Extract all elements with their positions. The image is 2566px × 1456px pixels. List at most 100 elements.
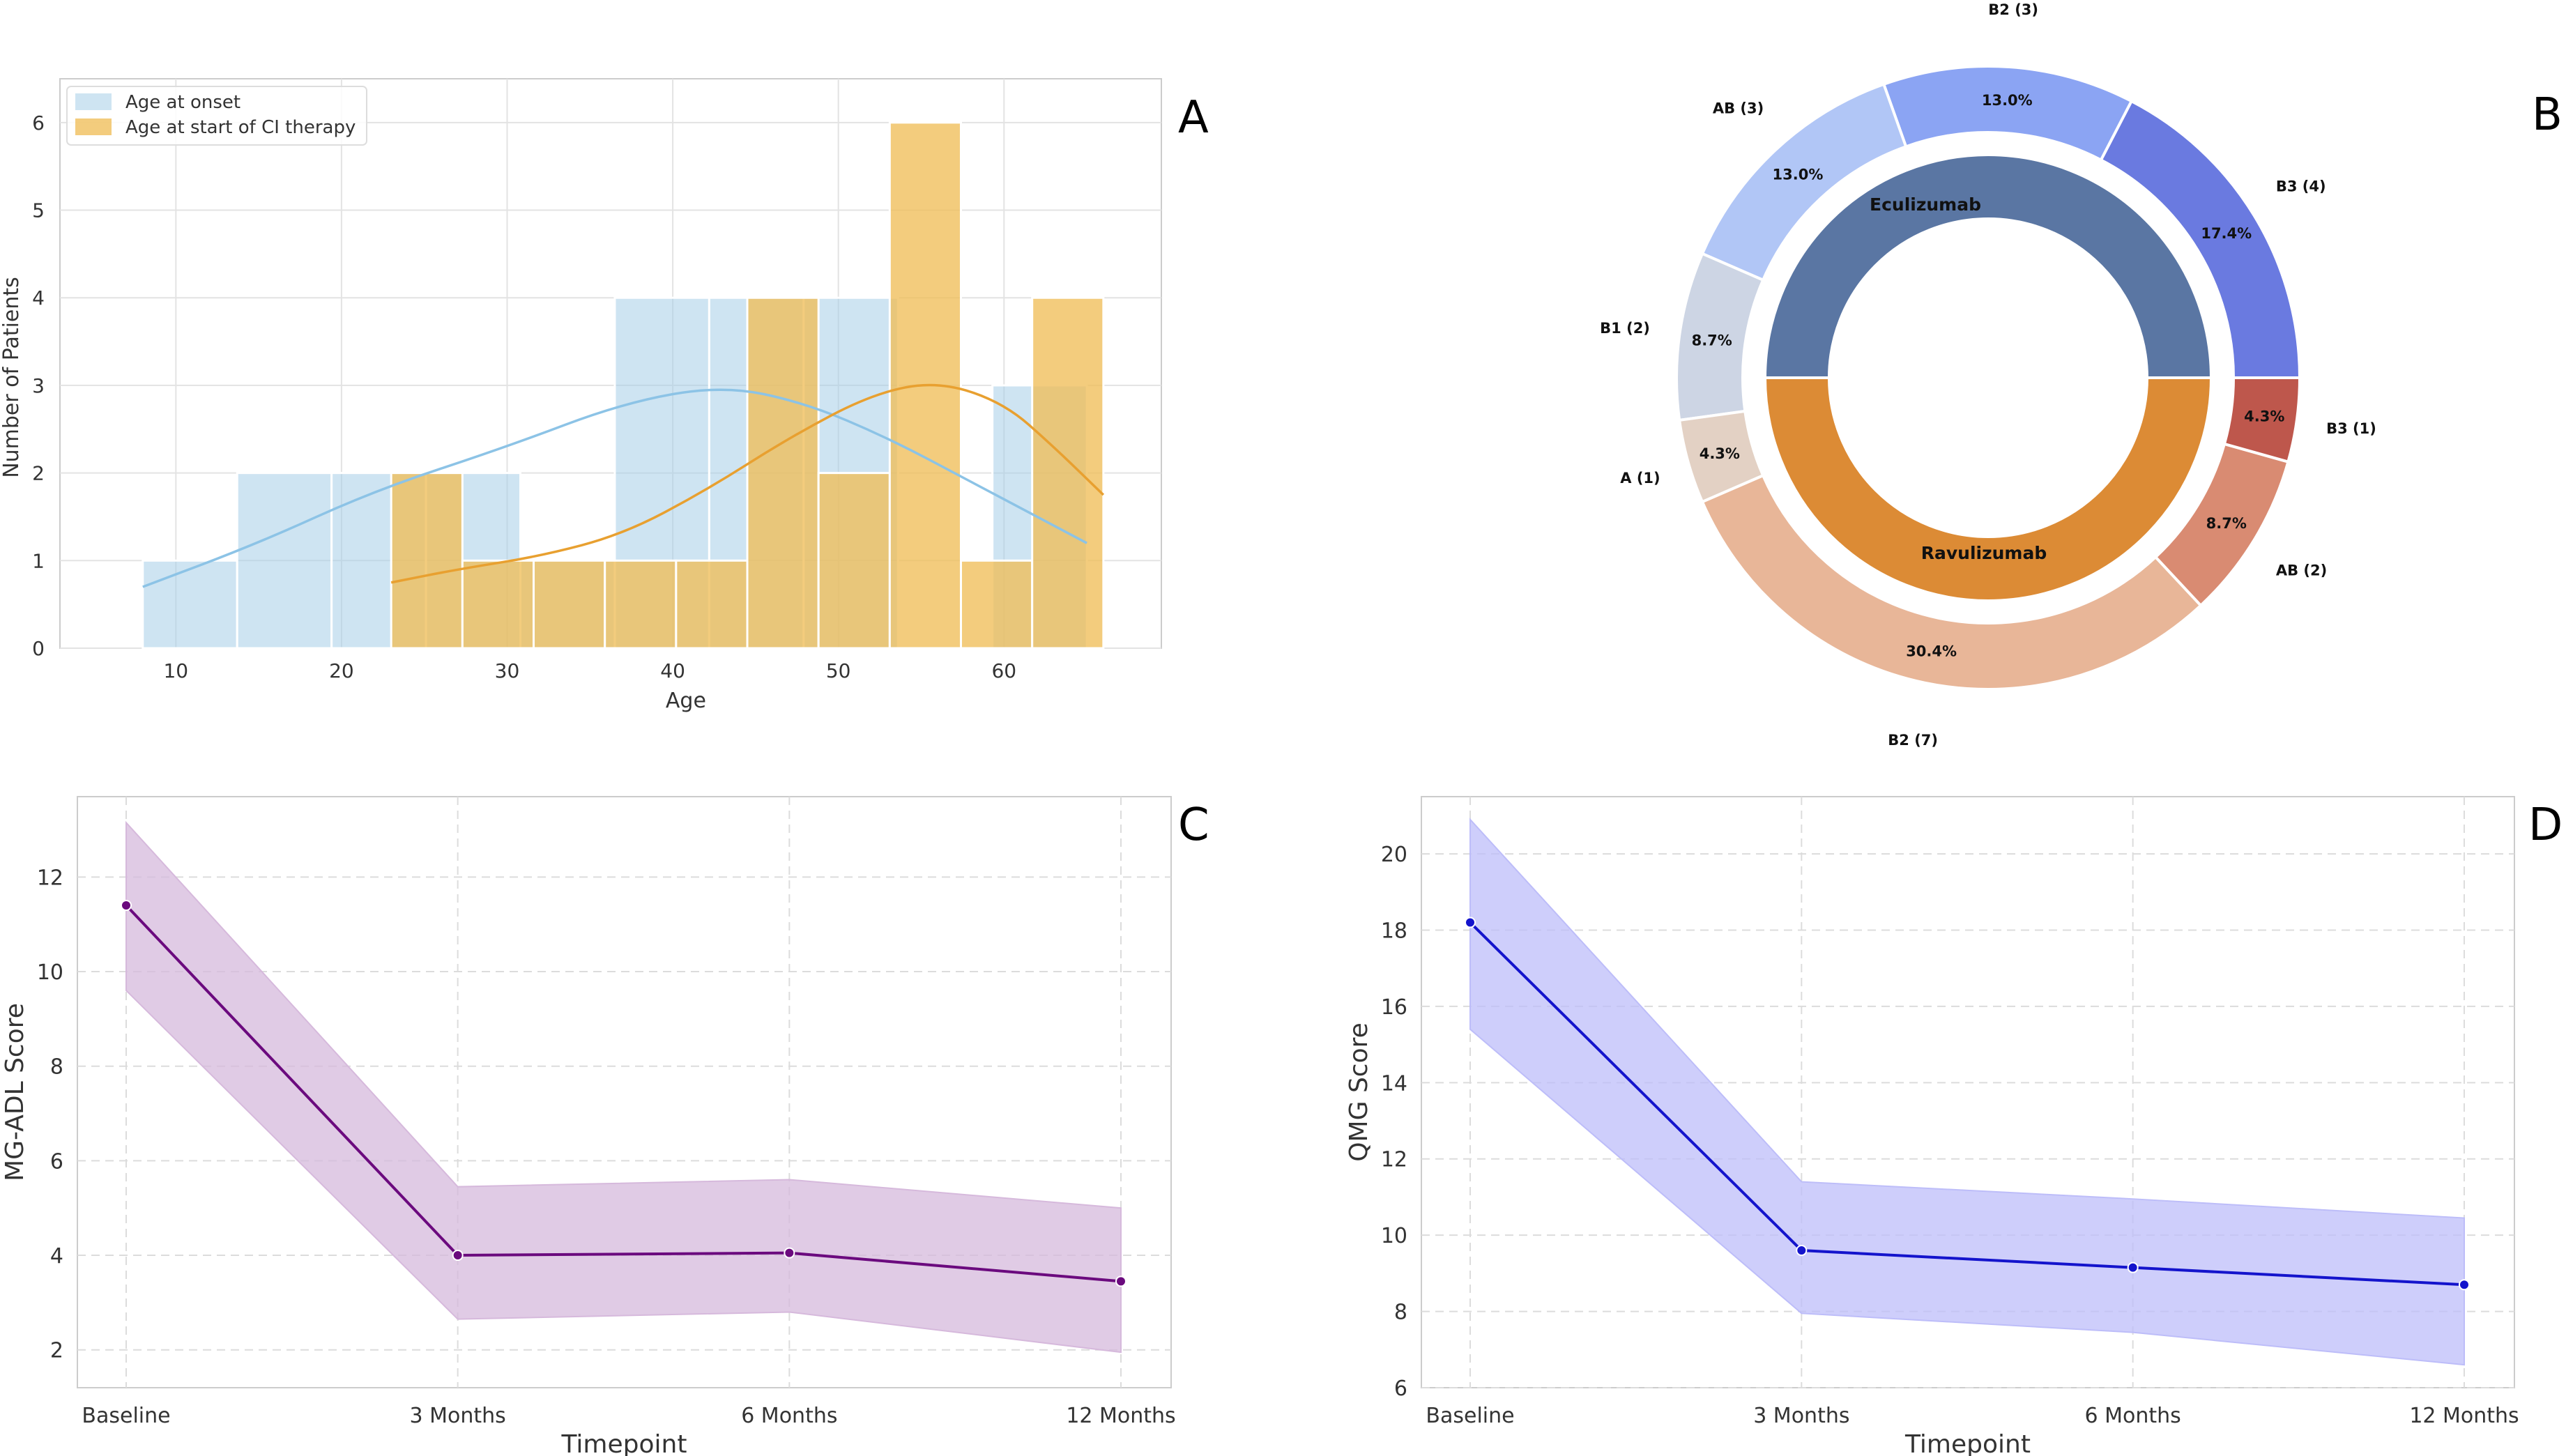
kde-curve-age-at-start-of-ci-therapy	[390, 383, 1105, 584]
y-axis-label-c: MG-ADL Score	[1, 1003, 29, 1181]
panel-letter-a: A	[1178, 92, 1209, 144]
outer-pct-b1-2-3: 8.7%	[1692, 332, 1732, 349]
mean-line-d	[1469, 921, 2465, 1287]
panel-letter-b: B	[2532, 89, 2563, 141]
hist-bar-age-at-start-of-ci-therapy-0	[390, 472, 464, 650]
outer-pct-b3-1-7: 4.3%	[2244, 408, 2284, 424]
outer-pct-b3-4-0: 17.4%	[2201, 225, 2252, 242]
x-axis-label-c: Timepoint	[561, 1430, 687, 1456]
y-tick-label-c-6: 6	[50, 1149, 63, 1174]
panel-c-mgadl-line-chart: 2 4 6 8 10 12 Baseline 3 Months 6 Months 12 Month…	[1, 796, 1209, 1456]
y-tick-label-a-1: 1	[32, 549, 45, 572]
x-tick-label-a-40: 40	[660, 659, 685, 682]
y-tick-label-c-2: 2	[50, 1339, 63, 1363]
x-axis-label-d: Timepoint	[1904, 1430, 2031, 1456]
hist-bar-age-at-start-of-ci-therapy-8	[960, 559, 1034, 650]
x-tick-label-d-6-months: 6 Months	[2085, 1404, 2181, 1428]
outer-pct-ab-2-6: 8.7%	[2206, 515, 2247, 532]
kde-curve-age-at-onset	[142, 388, 1087, 588]
y-tick-label-a-0: 0	[32, 637, 45, 660]
y-tick-label-a-3: 3	[32, 374, 45, 397]
panel-letter-d: D	[2528, 799, 2563, 851]
data-point-c-2	[784, 1247, 795, 1259]
x-tick-label-c-baseline: Baseline	[82, 1404, 170, 1428]
y-tick-label-c-4: 4	[50, 1244, 63, 1269]
hist-bar-age-at-start-of-ci-therapy-3	[604, 559, 678, 650]
y-tick-label-d-18: 18	[1381, 919, 1407, 943]
data-point-d-3	[2459, 1279, 2470, 1291]
outer-label-b2-3-1: B2 (3)	[1988, 1, 2038, 18]
panel-letter-c: C	[1178, 799, 1209, 851]
x-tick-label-a-20: 20	[329, 659, 354, 682]
hist-bar-age-at-start-of-ci-therapy-4	[675, 559, 749, 650]
y-tick-label-a-4: 4	[32, 286, 45, 309]
legend-a: Age at onset Age at start of CI therapy	[66, 86, 367, 146]
y-tick-label-d-16: 16	[1381, 995, 1407, 1020]
x-tick-label-c-12-months: 12 Months	[1066, 1404, 1175, 1428]
outer-label-b3-4-0: B3 (4)	[2276, 178, 2326, 195]
y-tick-label-d-10: 10	[1381, 1224, 1407, 1248]
data-point-c-3	[1115, 1275, 1127, 1287]
legend-swatch-age-at-start-of-ci-therapy	[75, 118, 112, 135]
y-tick-label-a-2: 2	[32, 462, 45, 485]
hist-bar-age-at-start-of-ci-therapy-5	[746, 296, 820, 650]
outer-pct-b2-3-1: 13.0%	[1982, 92, 2033, 109]
outer-pct-ab-3-2: 13.0%	[1773, 167, 1824, 183]
data-point-d-0	[1465, 917, 1476, 928]
x-tick-label-d-3-months: 3 Months	[1753, 1404, 1849, 1428]
panel-d-qmg-line-chart: 6 8 10 12 14 16 18 20 Baseline 3 Months 6 Months 12…	[1345, 796, 2563, 1456]
x-axis-label-a: Age	[666, 689, 706, 713]
x-tick-label-d-12-months: 12 Months	[2409, 1404, 2519, 1428]
y-tick-label-a-5: 5	[32, 199, 45, 222]
y-tick-label-c-8: 8	[50, 1055, 63, 1080]
inner-label-eculizumab: Eculizumab	[1870, 194, 1981, 215]
data-point-d-1	[1796, 1245, 1808, 1257]
legend-swatch-age-at-onset	[75, 93, 112, 110]
y-tick-label-d-12: 12	[1381, 1148, 1407, 1172]
outer-label-b1-2-3: B1 (2)	[1600, 320, 1650, 337]
y-axis-label-d: QMG Score	[1345, 1022, 1373, 1162]
inner-slice-eculizumab	[1763, 153, 2213, 379]
outer-pct-b2-7-5: 30.4%	[1906, 643, 1957, 660]
outer-slice-b2-7-5	[1700, 473, 2203, 691]
y-axis-label-a: Number of Patients	[0, 277, 24, 478]
outer-label-ab-2-6: AB (2)	[2276, 562, 2327, 578]
outer-pct-a-1-4: 4.3%	[1700, 445, 1740, 462]
y-tick-label-d-8: 8	[1394, 1301, 1407, 1325]
legend-label-age-at-onset: Age at onset	[125, 92, 240, 113]
confidence-band-d	[1469, 818, 2465, 1366]
legend-box-a	[66, 86, 367, 146]
mean-line-c	[125, 904, 1122, 1283]
x-tick-label-a-50: 50	[826, 659, 851, 682]
x-tick-label-a-60: 60	[991, 659, 1016, 682]
y-tick-label-d-6: 6	[1394, 1377, 1407, 1401]
outer-label-b3-1-7: B3 (1)	[2326, 420, 2376, 437]
confidence-band-c	[125, 820, 1122, 1354]
legend-label-age-at-start-of-ci-therapy: Age at start of CI therapy	[125, 117, 356, 138]
panel-b-nested-donut: Eculizumab Ravulizumab 17.4% B3 (4) 13.0% B2 …	[1600, 1, 2563, 749]
outer-label-b2-7-5: B2 (7)	[1888, 732, 1938, 749]
inner-slice-ravulizumab	[1763, 376, 2213, 602]
y-tick-label-d-14: 14	[1381, 1071, 1407, 1096]
y-tick-label-d-20: 20	[1381, 843, 1407, 867]
data-point-d-2	[2127, 1262, 2139, 1273]
x-tick-label-a-30: 30	[495, 659, 520, 682]
panel-a-histogram: 10 20 30 40 50 60 0 1 2 3 4 5 6 Age Number of Patients…	[0, 78, 1209, 713]
x-tick-label-c-6-months: 6 Months	[741, 1404, 837, 1428]
y-tick-label-c-12: 12	[37, 866, 63, 890]
outer-slice-b3-1-7	[2222, 376, 2302, 464]
y-tick-label-a-6: 6	[32, 112, 45, 135]
x-tick-label-c-3-months: 3 Months	[410, 1404, 506, 1428]
hist-bar-age-at-onset-0	[142, 559, 238, 650]
outer-label-ab-3-2: AB (3)	[1713, 100, 1764, 117]
data-point-c-1	[452, 1250, 464, 1262]
hist-bar-age-at-start-of-ci-therapy-1	[461, 559, 535, 650]
hist-bar-age-at-start-of-ci-therapy-2	[533, 559, 606, 650]
hist-bar-age-at-onset-1	[236, 472, 333, 650]
hist-bar-age-at-start-of-ci-therapy-9	[1031, 296, 1105, 650]
outer-label-a-1-4: A (1)	[1620, 470, 1660, 486]
x-tick-label-a-10: 10	[163, 659, 188, 682]
hist-bar-age-at-start-of-ci-therapy-6	[817, 472, 891, 650]
inner-label-ravulizumab: Ravulizumab	[1921, 543, 2047, 563]
